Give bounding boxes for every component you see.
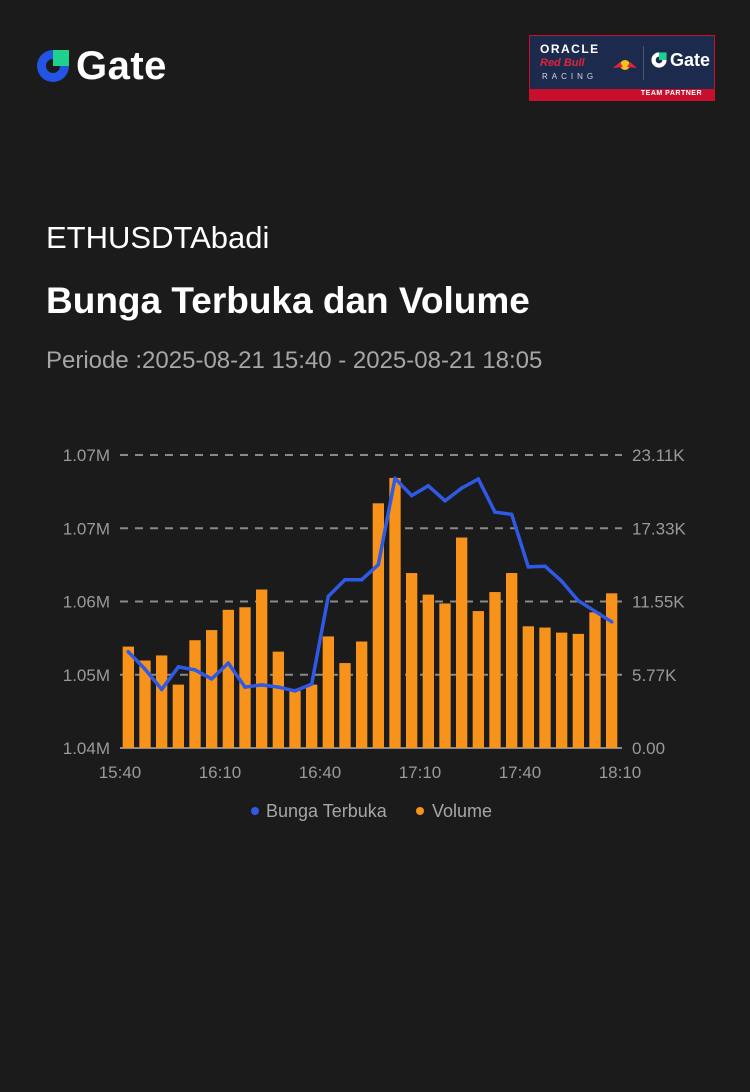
open-interest-point [243,685,247,689]
volume-bar [456,537,468,748]
open-interest-point [359,577,364,582]
gate-logo-icon [37,50,69,82]
open-interest-point [143,667,147,671]
badge-divider [643,46,644,80]
open-interest-point [526,565,531,569]
gate-mini-logo-icon [651,52,667,68]
gate-mini-logo: Gate [650,51,710,69]
open-interest-point [343,577,347,582]
volume-bar [522,626,534,748]
racing-wordmark: RACING [542,72,598,81]
period-range: Periode :2025-08-21 15:40 - 2025-08-21 1… [46,347,543,374]
open-interest-point [443,499,447,503]
red-bull-icon [613,60,637,70]
y-left-tick-label: 1.06M [63,593,110,612]
open-interest-point [393,476,397,481]
volume-bar [489,592,501,748]
y-right-tick-label: 17.33K [632,519,687,538]
gate-mini-logo-text: Gate [670,50,711,70]
x-tick-label: 17:10 [399,763,442,782]
volume-bar [389,477,401,748]
volume-bar [172,684,184,748]
volume-bar [256,589,268,748]
volume-bar [239,607,251,748]
volume-bar [306,684,318,748]
trading-pair: ETHUSDTAbadi [46,220,270,255]
volume-bar [206,630,218,748]
volume-bar [339,663,351,748]
y-left-tick-label: 1.07M [63,446,110,465]
open-interest-point [326,594,331,599]
open-interest-point [309,682,314,686]
volume-bar [606,593,618,748]
legend-volume-label: Volume [432,801,492,821]
open-interest-point [493,510,497,514]
x-tick-label: 18:10 [599,763,642,782]
y-left-tick-label: 1.07M [63,519,110,538]
y-right-tick-label: 5.77K [632,666,677,685]
x-tick-label: 15:40 [99,763,142,782]
open-interest-point [259,683,264,687]
volume-bar [156,655,168,748]
volume-bar [372,503,384,748]
x-tick-label: 17:40 [499,763,542,782]
y-right-tick-label: 23.11K [632,446,685,465]
gate-logo: Gate [34,46,167,86]
open-interest-point [293,689,297,693]
open-interest-point [409,493,414,498]
volume-bar [122,646,134,748]
volume-bar [506,573,518,748]
volume-bar [472,611,484,748]
open-interest-point [193,668,197,672]
open-interest-point [476,477,481,481]
open-interest-volume-chart: 1.04M 1.05M 1.06M 1.07M 1.07M 0.00 5.77K 11.55K… [63,446,687,821]
open-interest-point [543,564,547,568]
volume-bar [189,640,201,748]
open-interest-point [126,650,131,654]
open-interest-point [226,661,231,665]
volume-bar [556,632,568,748]
team-partner-strip: TEAM PARTNER [530,89,714,100]
open-interest-point [159,687,164,692]
x-tick-label: 16:40 [299,763,342,782]
open-interest-point [509,512,514,517]
legend-open-interest-label: Bunga Terbuka [266,801,388,821]
open-interest-point [593,609,597,614]
y-left-tick-label: 1.05M [63,666,110,685]
oracle-red-bull-partner-badge: ORACLE Red Bull RACING Gate TEAM PARTNER [529,35,715,101]
y-right-tick-label: 0.00 [632,739,665,758]
gate-logo-text: Gate [76,44,167,88]
volume-bar [356,641,368,748]
volume-bar [289,690,301,748]
volume-bar [539,627,551,748]
y-right-tick-label: 11.55K [632,593,685,612]
team-partner-label: TEAM PARTNER [640,90,702,97]
y-left-tick-label: 1.04M [63,739,110,758]
open-interest-point [176,665,181,669]
open-interest-point [376,562,381,567]
volume-bar [139,660,151,748]
open-interest-point [576,598,581,603]
volume-bar [406,573,418,748]
volume-bar [439,603,451,748]
red-bull-wordmark: Red Bull [540,57,585,69]
volume-bar [422,594,434,748]
volume-bar [589,612,601,748]
volume-bar [572,633,584,748]
open-interest-point [426,484,431,488]
open-interest-point [559,579,564,584]
legend-open-interest-marker [251,807,259,815]
x-tick-label: 16:10 [199,763,242,782]
open-interest-line [126,476,614,693]
volume-bar [272,651,284,748]
open-interest-point [209,677,214,681]
volume-bar [222,609,234,748]
open-interest-point [276,685,281,689]
legend-volume-marker [416,807,424,815]
page-title: Bunga Terbuka dan Volume [46,280,530,321]
volume-bar [322,636,334,748]
open-interest-point [459,486,464,490]
open-interest-point [609,619,614,624]
oracle-wordmark: ORACLE [540,42,600,56]
